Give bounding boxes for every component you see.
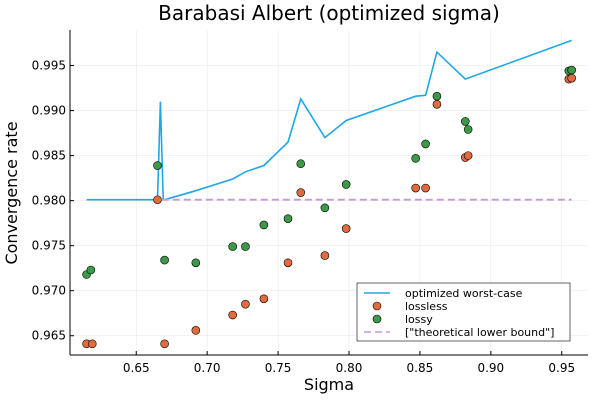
legend-label: ["theoretical lower bound"]	[405, 326, 554, 339]
lossy-point	[461, 117, 470, 126]
lossy-point	[259, 220, 269, 230]
lossless-point	[341, 224, 351, 233]
y-tick-label: 0.995	[32, 59, 66, 73]
series-line	[86, 39, 572, 201]
series-scatter	[82, 73, 576, 349]
x-tick-label: 0.65	[123, 361, 150, 375]
lossless-point	[241, 299, 250, 309]
y-tick-label: 0.975	[32, 239, 66, 253]
x-tick-label: 0.90	[477, 361, 504, 375]
y-tick-label: 0.990	[32, 104, 66, 118]
x-tick-label: 0.95	[548, 361, 575, 375]
grid	[70, 30, 588, 355]
legend-label: optimized worst-case	[405, 287, 523, 300]
lossy-point	[86, 265, 96, 275]
legend-label: lossless	[405, 300, 448, 313]
lossy-point	[296, 159, 306, 169]
lossy-point	[160, 255, 169, 265]
lossy-point	[320, 203, 330, 213]
y-tick-label: 0.985	[32, 149, 66, 163]
legend-label: lossy	[405, 313, 433, 326]
lossy-point	[191, 258, 201, 268]
lossless-point	[567, 73, 576, 83]
lossless-point	[463, 151, 473, 160]
lossless-point	[421, 183, 430, 193]
x-tick-label: 0.70	[194, 361, 221, 375]
lossless-point	[320, 251, 330, 260]
x-tick-label: 0.75	[265, 361, 292, 375]
y-tick-label: 0.980	[32, 194, 66, 208]
lossless-point	[259, 294, 269, 304]
y-axis-label: Convergence rate	[2, 121, 21, 264]
lossy-point	[283, 214, 293, 223]
x-tick-label: 0.85	[407, 361, 434, 375]
lossless-point	[87, 339, 97, 349]
lossy-point	[228, 242, 237, 251]
lossless-point	[153, 195, 162, 205]
legend-swatch	[372, 314, 382, 324]
lossless-point	[160, 339, 169, 349]
lossless-point	[191, 326, 201, 335]
lossless-point	[283, 258, 293, 268]
series	[82, 39, 576, 349]
chart-title: Barabasi Albert (optimized sigma)	[158, 1, 500, 25]
lossy-point	[463, 125, 473, 134]
worst-case-line	[86, 39, 572, 201]
axis-ticks: 0.65 0.70 0.75 0.80 0.85 0.90 0.95 0.965 0.970 0.…	[32, 59, 575, 375]
lossy-point	[411, 154, 420, 163]
legend: optimized worst-caselosslesslossy["theor…	[356, 282, 571, 342]
lossless-point	[411, 183, 420, 193]
lossy-point	[421, 139, 430, 149]
lossless-point	[432, 99, 442, 109]
series-scatter	[82, 65, 576, 279]
legend-box	[356, 282, 571, 342]
lossy-point	[241, 242, 250, 251]
axes-frame	[69, 30, 588, 356]
x-axis-label: Sigma	[304, 375, 354, 394]
lossy-point	[153, 161, 162, 170]
lossy-point	[567, 65, 576, 75]
lossless-point	[228, 310, 237, 320]
y-tick-label: 0.970	[32, 284, 66, 298]
legend-swatch	[372, 301, 382, 311]
lossless-point	[296, 188, 306, 197]
lossy-point	[341, 180, 351, 189]
x-tick-label: 0.80	[336, 361, 363, 375]
lossy-point	[432, 91, 442, 101]
y-tick-label: 0.965	[32, 329, 66, 343]
